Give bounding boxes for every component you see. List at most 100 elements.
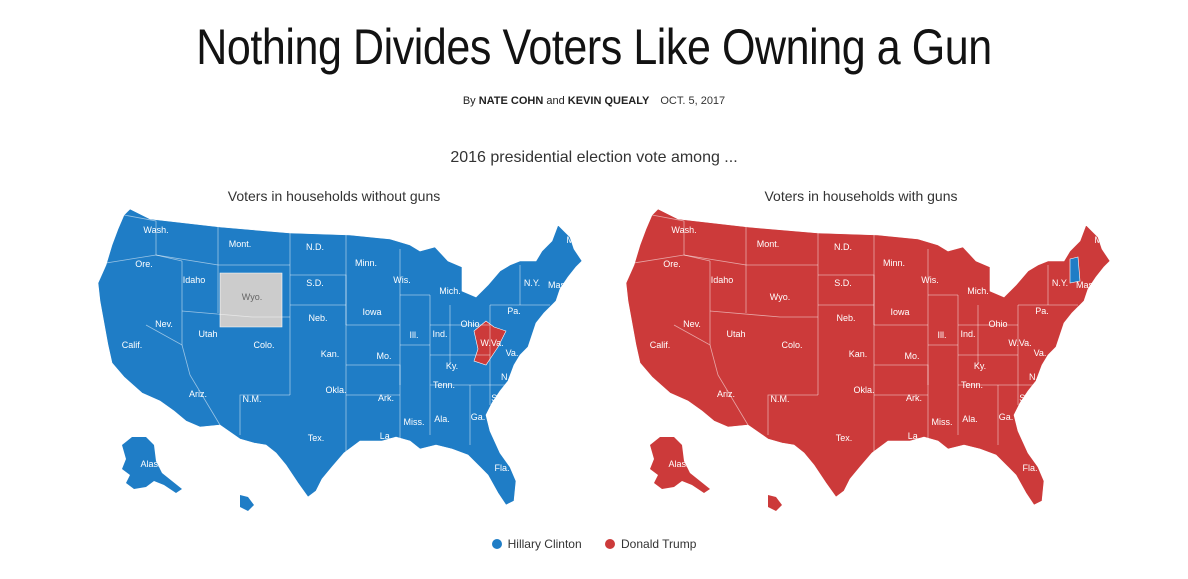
map-title-no-guns: Voters in households without guns — [227, 188, 441, 204]
alaska-shape — [122, 437, 182, 493]
state-label: Ohio — [460, 319, 479, 329]
legend-label: Donald Trump — [621, 537, 697, 551]
state-label: Wash. — [671, 225, 696, 235]
state-label: Mich. — [439, 286, 461, 296]
state-label: La. — [380, 431, 393, 441]
us-mainland-shape — [97, 208, 583, 506]
us-mainland-shape — [625, 208, 1111, 506]
state-label: Tenn. — [433, 380, 455, 390]
state-border — [239, 394, 290, 435]
state-label: Mont. — [229, 239, 252, 249]
state-label: Tenn. — [961, 380, 983, 390]
state-label: Wis. — [921, 275, 939, 285]
state-label: N.C. — [501, 372, 519, 382]
state-label: W.Va. — [480, 338, 503, 348]
state-vt-shape — [1069, 256, 1081, 284]
state-label: Utah — [198, 329, 217, 339]
hawaii-shape — [768, 495, 782, 511]
state-label: Nev. — [683, 319, 701, 329]
state-label: Colo. — [253, 340, 274, 350]
state-label: Wis. — [393, 275, 411, 285]
state-label: Alaska — [668, 459, 695, 469]
state-label: Me. — [566, 235, 581, 245]
legend-swatch-trump — [605, 539, 615, 549]
state-label: Ky. — [974, 361, 986, 371]
state-label: N.M. — [243, 394, 262, 404]
state-label: Idaho — [711, 275, 734, 285]
state-label: Va. — [506, 348, 519, 358]
state-label: Ariz. — [189, 389, 207, 399]
state-border — [745, 227, 818, 266]
state-label: S.C. — [491, 393, 509, 403]
state-label: Wyo. — [770, 292, 790, 302]
state-label: La. — [908, 431, 921, 441]
state-label: Okla. — [325, 385, 346, 395]
state-label: Iowa — [362, 307, 381, 317]
state-label: Wyo. — [242, 292, 262, 302]
state-border — [709, 344, 749, 426]
state-label: W.Va. — [1008, 338, 1031, 348]
legend-label: Hillary Clinton — [507, 537, 582, 551]
state-label: Miss. — [404, 417, 425, 427]
legend-swatch-clinton — [491, 539, 502, 549]
state-label: Wash. — [143, 225, 168, 235]
state-label: Minn. — [883, 258, 905, 268]
state-label: Va. — [1034, 348, 1047, 358]
state-label: N.Y. — [1052, 278, 1068, 288]
alaska-shape — [650, 437, 710, 493]
state-label: Mont. — [757, 239, 780, 249]
state-label: N.C. — [1029, 372, 1047, 382]
state-label: Kan. — [321, 349, 340, 359]
state-label: Mo. — [904, 351, 919, 361]
state-label: Iowa — [890, 307, 909, 317]
legend: Hillary Clinton Donald Trump — [0, 537, 1188, 552]
author-link[interactable]: KEVIN QUEALY — [567, 95, 650, 107]
state-label: Ga. — [471, 412, 486, 422]
state-label: Nev. — [155, 319, 173, 329]
author-link[interactable]: NATE COHN — [478, 95, 544, 107]
map-title-with-guns: Voters in households with guns — [764, 188, 958, 204]
state-label: S.D. — [306, 278, 324, 288]
state-label: Me. — [1094, 235, 1109, 245]
state-label: Ore. — [663, 259, 681, 269]
state-label: Tex. — [836, 433, 853, 443]
state-label: Fla. — [494, 463, 509, 473]
state-label: Miss. — [932, 417, 953, 427]
state-label: Mass. — [1076, 280, 1100, 290]
state-label: Alaska — [140, 459, 167, 469]
state-label: Tex. — [308, 433, 325, 443]
state-label: S.C. — [1019, 393, 1037, 403]
state-label: Idaho — [183, 275, 206, 285]
state-label: Fla. — [1022, 463, 1037, 473]
state-label: Kan. — [849, 349, 868, 359]
state-border — [767, 394, 818, 435]
state-label: Ind. — [432, 329, 447, 339]
publish-date: OCT. 5, 2017 — [660, 95, 726, 107]
state-label: S.D. — [834, 278, 852, 288]
byline: By NATE COHN and KEVIN QUEALY OCT. 5, 20… — [0, 95, 1188, 107]
state-label: Ky. — [446, 361, 458, 371]
state-border — [181, 310, 253, 318]
state-label: Colo. — [781, 340, 802, 350]
byline-conj: and — [546, 95, 565, 107]
state-label: Mo. — [376, 351, 391, 361]
legend-item: Hillary Clinton — [491, 537, 582, 551]
state-border — [123, 214, 157, 255]
state-border — [217, 227, 290, 266]
state-label: Calif. — [122, 340, 143, 350]
state-label: Ill. — [410, 330, 419, 340]
state-label: Pa. — [1035, 306, 1049, 316]
state-label: Ga. — [999, 412, 1014, 422]
us-map-no-guns: Wash. Ore. Calif. Nev. Idaho Mont. Wyo. Utah Ari… — [97, 208, 583, 511]
state-label: Ore. — [135, 259, 153, 269]
state-border — [709, 310, 781, 318]
state-label: N.Y. — [524, 278, 540, 288]
state-label: Calif. — [650, 340, 671, 350]
state-label: Utah — [726, 329, 745, 339]
state-label: Minn. — [355, 258, 377, 268]
state-label: Pa. — [507, 306, 521, 316]
hawaii-shape — [240, 495, 254, 511]
state-label: Ark. — [906, 393, 922, 403]
state-label: Okla. — [853, 385, 874, 395]
state-label: N.D. — [306, 242, 324, 252]
